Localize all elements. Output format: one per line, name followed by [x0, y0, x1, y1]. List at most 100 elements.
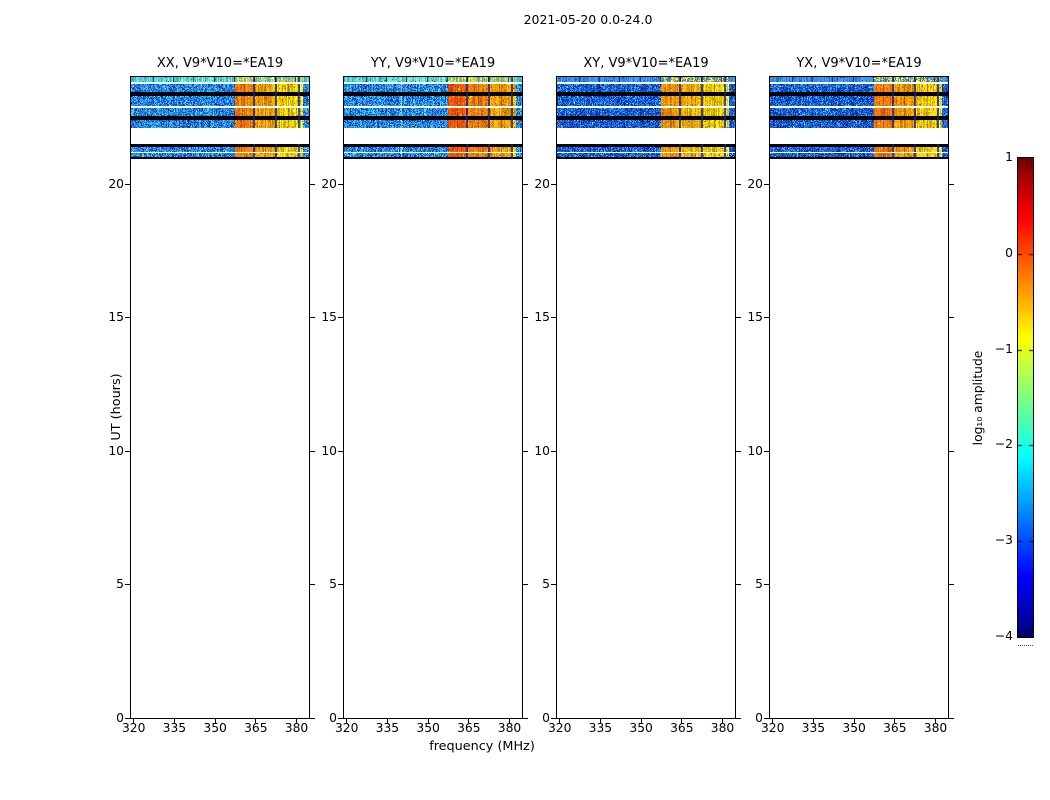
colorbar-tick-label: 1: [1005, 150, 1013, 165]
y-tick-mark: [736, 451, 741, 452]
x-tick-mark: [214, 719, 216, 723]
x-tick-mark: [812, 719, 814, 723]
x-tick-label: 350: [842, 721, 866, 735]
x-tick-label: 335: [162, 721, 187, 735]
y-tick-label: 20: [747, 176, 763, 191]
y-tick-mark: [764, 317, 769, 318]
x-tick-mark: [296, 719, 298, 723]
x-tick-mark: [599, 719, 601, 723]
x-tick-label: 365: [883, 721, 907, 735]
x-tick-label: 335: [375, 721, 400, 735]
y-tick-label: 10: [534, 443, 550, 458]
colorbar: [1017, 157, 1034, 638]
y-tick-label: 0: [329, 710, 337, 725]
y-tick-mark: [338, 584, 343, 585]
y-tick-mark: [551, 184, 556, 185]
colorbar-tick-label: 0: [1005, 246, 1013, 261]
x-tick-mark: [559, 719, 561, 723]
x-tick-mark: [772, 719, 774, 723]
y-tick-label: 5: [116, 576, 124, 591]
y-tick-label: 5: [755, 576, 763, 591]
x-tick-label: 380: [497, 721, 522, 735]
y-tick-label: 10: [747, 443, 763, 458]
y-tick-mark: [310, 451, 315, 452]
panel-title-yx: YX, V9*V10=*EA19: [796, 56, 922, 71]
y-axis-label: UT (hours): [108, 373, 124, 441]
colorbar-tick-label: −2: [994, 437, 1013, 452]
y-tick-mark: [551, 584, 556, 585]
x-tick-label: 380: [284, 721, 309, 735]
y-tick-mark: [523, 184, 528, 185]
panel-title-xy: XY, V9*V10=*EA19: [583, 56, 709, 71]
x-tick-mark: [853, 719, 855, 723]
y-tick-mark: [310, 584, 315, 585]
y-tick-mark: [764, 718, 769, 719]
spectrogram-yy: [343, 76, 523, 719]
x-tick-label: 365: [244, 721, 268, 735]
y-tick-mark: [310, 718, 315, 719]
x-tick-mark: [640, 719, 642, 723]
y-tick-label: 10: [108, 443, 124, 458]
x-tick-mark: [255, 719, 257, 723]
x-tick-label: 380: [710, 721, 735, 735]
x-tick-label: 365: [457, 721, 481, 735]
x-tick-label: 335: [588, 721, 613, 735]
y-tick-mark: [338, 184, 343, 185]
x-tick-mark: [427, 719, 429, 723]
y-tick-mark: [338, 718, 343, 719]
y-tick-mark: [949, 718, 954, 719]
x-tick-label: 320: [334, 721, 359, 735]
x-axis-label: frequency (MHz): [429, 739, 535, 754]
colorbar-extend-dots: [1018, 645, 1033, 646]
y-tick-mark: [338, 317, 343, 318]
y-tick-mark: [551, 317, 556, 318]
y-tick-mark: [125, 317, 130, 318]
x-tick-mark: [935, 719, 937, 723]
x-tick-mark: [894, 719, 896, 723]
y-tick-mark: [310, 184, 315, 185]
y-tick-label: 15: [321, 309, 337, 324]
y-tick-mark: [736, 184, 741, 185]
panel-title-yy: YY, V9*V10=*EA19: [370, 56, 496, 71]
y-tick-mark: [736, 584, 741, 585]
y-tick-mark: [125, 718, 130, 719]
x-tick-mark: [173, 719, 175, 723]
y-tick-label: 20: [108, 176, 124, 191]
y-tick-mark: [764, 451, 769, 452]
x-tick-label: 350: [629, 721, 653, 735]
y-tick-mark: [338, 451, 343, 452]
x-tick-label: 350: [203, 721, 227, 735]
y-tick-label: 0: [542, 710, 550, 725]
y-tick-mark: [523, 584, 528, 585]
x-tick-label: 335: [801, 721, 826, 735]
spectrogram-xx: [130, 76, 310, 719]
y-tick-mark: [764, 584, 769, 585]
x-tick-label: 380: [923, 721, 948, 735]
x-tick-mark: [509, 719, 511, 723]
spectrogram-xy: [556, 76, 736, 719]
y-tick-mark: [125, 451, 130, 452]
y-tick-mark: [125, 584, 130, 585]
y-tick-label: 15: [747, 309, 763, 324]
x-tick-mark: [722, 719, 724, 723]
y-tick-mark: [949, 317, 954, 318]
panel-title-xx: XX, V9*V10=*EA19: [156, 56, 284, 71]
y-tick-mark: [523, 718, 528, 719]
x-tick-label: 320: [760, 721, 785, 735]
y-tick-mark: [310, 317, 315, 318]
x-tick-label: 320: [121, 721, 146, 735]
y-tick-label: 20: [534, 176, 550, 191]
y-tick-mark: [949, 584, 954, 585]
y-tick-mark: [125, 184, 130, 185]
colorbar-label: log₁₀ amplitude: [971, 350, 986, 446]
y-tick-label: 10: [321, 443, 337, 458]
y-tick-mark: [523, 317, 528, 318]
x-tick-mark: [346, 719, 348, 723]
y-tick-mark: [736, 718, 741, 719]
x-tick-mark: [133, 719, 135, 723]
y-tick-mark: [551, 718, 556, 719]
x-tick-mark: [386, 719, 388, 723]
y-tick-label: 5: [329, 576, 337, 591]
y-tick-mark: [551, 451, 556, 452]
colorbar-tick-label: −3: [994, 533, 1013, 548]
